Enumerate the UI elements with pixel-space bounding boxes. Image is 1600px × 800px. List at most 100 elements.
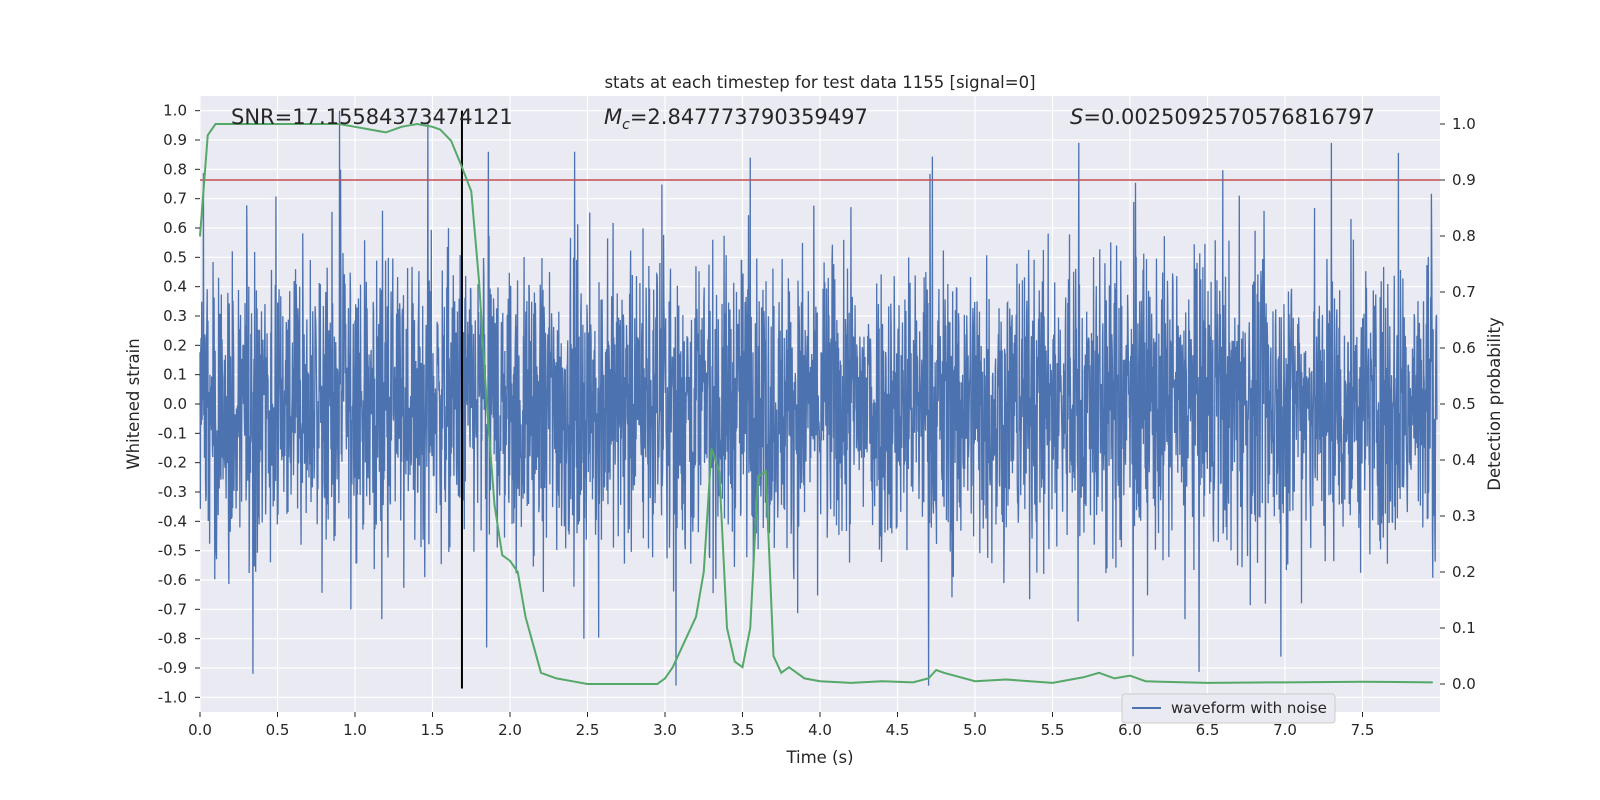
left-tick-label: 0.8 bbox=[163, 160, 187, 178]
probability-point bbox=[718, 470, 721, 473]
probability-line bbox=[199, 122, 1433, 685]
x-tick-label: 5.0 bbox=[963, 721, 987, 739]
right-tick-label: 0.9 bbox=[1452, 171, 1476, 189]
probability-point bbox=[516, 571, 519, 573]
probability-point bbox=[749, 627, 752, 629]
probability-point bbox=[338, 123, 341, 125]
left-tick-label: 0.9 bbox=[163, 131, 187, 149]
probability-point bbox=[912, 681, 914, 684]
legend-label-waveform: waveform with noise bbox=[1171, 699, 1327, 717]
probability-point bbox=[1284, 681, 1286, 684]
probability-point bbox=[679, 649, 682, 652]
s-annotation: S=0.0025092570576816797 bbox=[1070, 105, 1375, 129]
probability-point bbox=[726, 627, 728, 629]
probability-point bbox=[532, 644, 535, 646]
probability-point bbox=[571, 680, 573, 682]
x-tick-label: 6.0 bbox=[1118, 721, 1142, 739]
probability-point bbox=[586, 683, 589, 685]
probability-point bbox=[307, 123, 310, 125]
probability-point bbox=[276, 123, 279, 125]
chart-title: stats at each timestep for test data 115… bbox=[604, 73, 1035, 92]
waveform-line bbox=[199, 110, 1438, 686]
right-tick-label: 0.4 bbox=[1452, 451, 1476, 469]
probability-point bbox=[733, 660, 736, 663]
x-tick-label: 3.5 bbox=[731, 721, 755, 739]
left-axis-ticks: -1.0 -0.9 -0.8 -0.7 -0.6 -0.5 -0.4 -0.3 -0.2 -0.1… bbox=[158, 102, 200, 706]
x-axis-label: Time (s) bbox=[785, 748, 853, 767]
right-axis-ticks: 0.0 0.1 0.2 0.3 0.4 0.5 0.6 0.7 0.8 0.9 1.0 bbox=[1440, 115, 1476, 693]
x-tick-label: 2.5 bbox=[576, 721, 600, 739]
x-tick-label: 7.0 bbox=[1273, 721, 1297, 739]
left-tick-label: -0.9 bbox=[158, 659, 187, 677]
x-tick-label: 4.0 bbox=[808, 721, 832, 739]
x-tick-label: 4.5 bbox=[886, 721, 910, 739]
probability-point bbox=[656, 683, 659, 685]
left-tick-label: -0.5 bbox=[158, 542, 187, 560]
probability-point bbox=[1098, 672, 1100, 674]
probability-point bbox=[1082, 676, 1085, 679]
x-tick-label: 6.5 bbox=[1196, 721, 1220, 739]
probability-point bbox=[702, 571, 705, 573]
legend-frame bbox=[1121, 693, 1336, 724]
probability-point bbox=[974, 680, 976, 682]
left-tick-label: -0.7 bbox=[158, 600, 187, 618]
probability-point bbox=[230, 123, 232, 125]
x-tick-label: 3.0 bbox=[653, 721, 677, 739]
probability-point bbox=[540, 672, 542, 674]
probability-point bbox=[850, 682, 852, 684]
x-tick-label: 0.5 bbox=[266, 721, 290, 739]
probability-point bbox=[772, 655, 775, 657]
right-tick-label: 1.0 bbox=[1452, 115, 1476, 133]
right-tick-label: 0.8 bbox=[1452, 227, 1476, 245]
probability-point bbox=[780, 672, 783, 674]
probability-point bbox=[633, 683, 635, 685]
right-tick-label: 0.7 bbox=[1452, 283, 1476, 301]
probability-point bbox=[555, 677, 558, 680]
probability-point bbox=[819, 680, 821, 682]
probability-point bbox=[493, 504, 496, 506]
right-tick-label: 0.3 bbox=[1452, 507, 1476, 525]
probability-point bbox=[881, 680, 883, 682]
probability-point bbox=[439, 128, 442, 131]
probability-point bbox=[1113, 677, 1116, 680]
probability-point bbox=[206, 134, 209, 136]
left-tick-label: 0.1 bbox=[163, 366, 187, 384]
probability-point bbox=[501, 554, 504, 556]
mc-value: =2.847773790359497 bbox=[630, 105, 868, 129]
x-tick-label: 0.0 bbox=[188, 721, 212, 739]
waveform-series bbox=[199, 110, 1438, 686]
x-axis-ticks: 0.0 0.5 1.0 1.5 2.0 2.5 3.0 3.5 4.0 4.5 5.0 5.5 6.0 6… bbox=[188, 712, 1374, 739]
probability-point bbox=[385, 131, 387, 134]
probability-point bbox=[1051, 682, 1054, 684]
right-tick-label: 0.0 bbox=[1452, 675, 1476, 693]
s-symbol: S bbox=[1070, 105, 1083, 129]
probability-point bbox=[485, 403, 488, 405]
probability-point bbox=[664, 677, 666, 680]
x-tick-label: 2.0 bbox=[498, 721, 522, 739]
mc-subscript: c bbox=[622, 117, 630, 133]
probability-point bbox=[795, 672, 798, 674]
probability-point bbox=[602, 683, 604, 685]
right-axis-label: Detection probability bbox=[1485, 317, 1504, 491]
left-tick-label: 0.7 bbox=[163, 190, 187, 208]
left-tick-label: -0.1 bbox=[158, 424, 187, 442]
probability-point bbox=[695, 616, 697, 618]
probability-point bbox=[1206, 682, 1209, 684]
x-tick-label: 7.5 bbox=[1351, 721, 1375, 739]
probability-point bbox=[1160, 680, 1162, 683]
probability-point bbox=[927, 677, 930, 680]
right-tick-label: 0.5 bbox=[1452, 395, 1476, 413]
probability-point bbox=[431, 126, 434, 128]
legend: waveform with noise bbox=[1121, 693, 1336, 724]
probability-point bbox=[509, 560, 511, 562]
probability-point bbox=[400, 126, 403, 128]
probability-point bbox=[450, 140, 452, 142]
left-tick-label: -0.8 bbox=[158, 630, 187, 648]
left-tick-label: 0.4 bbox=[163, 278, 187, 296]
probability-point bbox=[199, 235, 201, 237]
probability-point bbox=[687, 632, 690, 635]
right-tick-label: 0.6 bbox=[1452, 339, 1476, 357]
probability-point bbox=[757, 476, 759, 478]
left-tick-label: -0.2 bbox=[158, 454, 187, 472]
